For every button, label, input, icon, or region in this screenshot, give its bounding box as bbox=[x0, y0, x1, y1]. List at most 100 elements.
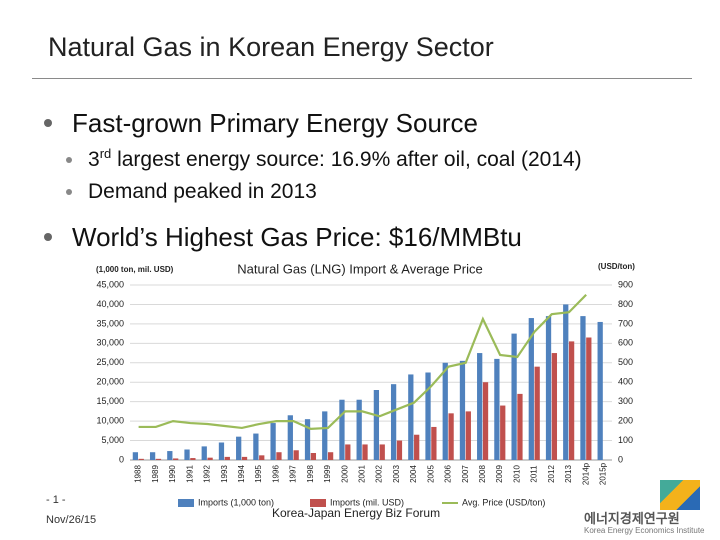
sub-bullet: Demand peaked in 2013 bbox=[88, 180, 317, 203]
title-rule bbox=[32, 78, 692, 79]
bar bbox=[494, 358, 500, 460]
y2-tick-label: 700 bbox=[618, 318, 633, 328]
slide-title: Natural Gas in Korean Energy Sector bbox=[48, 32, 494, 62]
x-tick-label: 2004 bbox=[409, 465, 418, 483]
bar bbox=[500, 405, 506, 460]
bar bbox=[310, 453, 317, 460]
chart-title: Natural Gas (LNG) Import & Average Price bbox=[237, 261, 482, 276]
bar bbox=[184, 449, 190, 460]
bar bbox=[270, 423, 276, 460]
org-name-en: Korea Energy Economics Institute bbox=[584, 526, 705, 535]
sub-bullet: 3rd largest energy source: 16.9% after o… bbox=[88, 146, 582, 172]
x-tick-label: 1995 bbox=[254, 465, 263, 483]
bar bbox=[241, 456, 248, 460]
bar bbox=[448, 413, 454, 460]
legend-label: Avg. Price (USD/ton) bbox=[462, 497, 545, 507]
x-tick-label: 2008 bbox=[478, 465, 487, 483]
bar bbox=[580, 316, 586, 460]
bar bbox=[259, 455, 265, 460]
bar bbox=[442, 362, 448, 460]
x-tick-label: 2010 bbox=[512, 465, 521, 483]
text: 3 bbox=[88, 148, 100, 171]
y-tick-label: 30,000 bbox=[96, 338, 124, 348]
y-tick-label: 10,000 bbox=[96, 415, 124, 425]
bar bbox=[149, 452, 156, 460]
bar bbox=[207, 457, 213, 460]
bar bbox=[345, 444, 351, 460]
bar bbox=[362, 444, 368, 460]
bar bbox=[465, 411, 471, 460]
bar bbox=[551, 353, 558, 460]
x-tick-label: 1998 bbox=[306, 465, 315, 483]
y-tick-label: 40,000 bbox=[96, 299, 124, 309]
y-tick-label: 5,000 bbox=[101, 435, 124, 445]
bar bbox=[322, 411, 328, 460]
bar bbox=[339, 399, 345, 460]
x-tick-label: 1989 bbox=[151, 465, 160, 483]
bar bbox=[425, 372, 431, 460]
y-tick-label: 15,000 bbox=[96, 396, 124, 406]
x-tick-label: 2001 bbox=[358, 465, 367, 483]
y-tick-label: 25,000 bbox=[96, 357, 124, 367]
logo-mark bbox=[660, 480, 700, 510]
bullet-dot bbox=[44, 233, 52, 241]
legend-swatch bbox=[310, 499, 326, 507]
y2-tick-label: 500 bbox=[618, 357, 633, 367]
bar bbox=[293, 450, 299, 460]
y-tick-label: 20,000 bbox=[96, 377, 124, 387]
bullet-dot bbox=[66, 157, 72, 163]
event: Korea-Japan Energy Biz Forum bbox=[272, 506, 441, 520]
bar bbox=[568, 341, 575, 460]
y2-tick-label: 300 bbox=[618, 396, 633, 406]
bullet-dot bbox=[44, 119, 52, 127]
bar bbox=[379, 444, 385, 460]
x-tick-label: 1994 bbox=[237, 465, 246, 483]
bar bbox=[414, 434, 420, 460]
bar bbox=[167, 451, 173, 460]
x-tick-label: 2009 bbox=[495, 465, 504, 483]
bullet: Fast-grown Primary Energy Source bbox=[72, 108, 479, 138]
x-tick-label: 2005 bbox=[426, 465, 435, 483]
bar bbox=[253, 433, 259, 460]
date: Nov/26/15 bbox=[46, 514, 97, 526]
bar bbox=[408, 374, 414, 460]
x-tick-label: 1993 bbox=[220, 465, 229, 483]
bar bbox=[138, 458, 144, 460]
bar bbox=[586, 337, 592, 460]
x-tick-label: 2000 bbox=[340, 465, 349, 483]
bar bbox=[396, 440, 403, 460]
superscript: rd bbox=[99, 146, 112, 161]
bar bbox=[390, 384, 397, 460]
y-tick-label: 45,000 bbox=[96, 279, 124, 289]
y-tick-label: 35,000 bbox=[96, 318, 124, 328]
bar bbox=[201, 446, 207, 460]
x-tick-label: 2002 bbox=[375, 465, 384, 483]
bar bbox=[482, 382, 489, 460]
bar bbox=[517, 393, 523, 460]
bar bbox=[459, 360, 466, 460]
org-name: 에너지경제연구원 bbox=[584, 511, 680, 526]
x-tick-label: 1996 bbox=[271, 465, 280, 483]
y-tick-label: 0 bbox=[119, 454, 124, 464]
bar bbox=[132, 452, 139, 460]
bar bbox=[236, 436, 242, 460]
bullet-dot bbox=[66, 189, 72, 195]
bar bbox=[597, 321, 603, 460]
y2-tick-label: 800 bbox=[618, 299, 633, 309]
bar bbox=[431, 426, 437, 460]
price-line bbox=[138, 293, 587, 431]
x-tick-label: 2013 bbox=[564, 465, 573, 483]
x-tick-label: 2015p bbox=[599, 462, 608, 485]
bar bbox=[218, 442, 225, 460]
x-tick-label: 2003 bbox=[392, 465, 401, 483]
bar bbox=[224, 456, 230, 460]
y2-tick-label: 400 bbox=[618, 377, 633, 387]
bar bbox=[356, 399, 362, 460]
x-tick-label: 2007 bbox=[461, 465, 470, 483]
bar bbox=[373, 390, 380, 460]
x-tick-label: 1997 bbox=[289, 465, 298, 483]
bullet: World’s Highest Gas Price: $16/MMBtu bbox=[72, 222, 522, 252]
x-tick-label: 2011 bbox=[530, 465, 539, 483]
text: largest energy source: 16.9% after oil, … bbox=[111, 148, 582, 171]
